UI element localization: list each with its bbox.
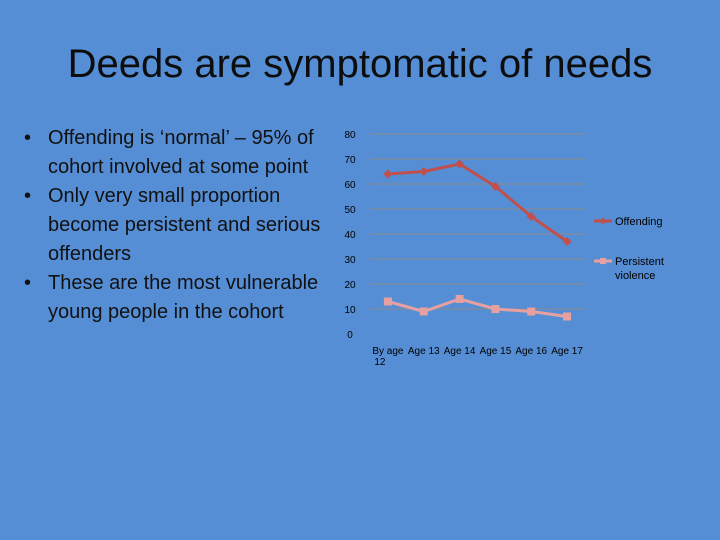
data-point bbox=[526, 212, 536, 221]
data-point bbox=[490, 182, 500, 191]
series-line bbox=[387, 297, 568, 318]
y-tick-label: 60 bbox=[344, 180, 356, 191]
data-point bbox=[419, 167, 429, 176]
y-tick-label: 80 bbox=[344, 130, 356, 141]
bullet-item: • Only very small proportion become persi… bbox=[22, 182, 322, 269]
data-point bbox=[491, 305, 500, 313]
x-tick-label: Age 13 bbox=[408, 346, 440, 357]
x-tick-label: Age 14 bbox=[444, 346, 476, 357]
x-tick-label: Age 16 bbox=[515, 346, 547, 357]
bullet-dot-icon: • bbox=[24, 127, 32, 149]
x-tick-label: By age 12 bbox=[372, 346, 404, 368]
y-tick-label: 20 bbox=[344, 280, 356, 291]
y-tick-label: 40 bbox=[344, 230, 356, 241]
bullet-item: • These are the most vulnerable young peo… bbox=[22, 269, 322, 327]
y-tick-label: 0 bbox=[347, 330, 353, 341]
slide-title: Deeds are symptomatic of needs bbox=[67, 42, 653, 86]
y-tick-label: 30 bbox=[344, 255, 356, 266]
y-tick-label: 10 bbox=[344, 305, 356, 316]
x-tick-label: Age 17 bbox=[551, 346, 583, 357]
data-point bbox=[562, 237, 572, 246]
x-tick-label: Age 15 bbox=[480, 346, 512, 357]
bullet-dot-icon: • bbox=[24, 272, 32, 294]
data-point bbox=[419, 307, 428, 316]
y-tick-label: 50 bbox=[344, 205, 356, 216]
bullet-text: Offending is ‘normal’ – 95% of cohort in… bbox=[48, 127, 314, 178]
legend-marker bbox=[599, 217, 607, 225]
data-point bbox=[383, 169, 393, 179]
data-point bbox=[455, 159, 465, 169]
bullet-item: • Offending is ‘normal’ – 95% of cohort i… bbox=[22, 124, 322, 182]
data-point bbox=[383, 297, 392, 306]
data-point bbox=[527, 307, 536, 316]
data-point bbox=[563, 312, 572, 321]
legend-label: Offending bbox=[615, 216, 663, 228]
y-tick-label: 70 bbox=[344, 155, 356, 166]
bullet-list: • Offending is ‘normal’ – 95% of cohort i… bbox=[22, 124, 322, 327]
series-line bbox=[387, 162, 568, 243]
legend-label: Persistent violence bbox=[615, 256, 664, 282]
bullet-text: Only very small proportion become persis… bbox=[48, 185, 321, 265]
bullet-text: These are the most vulnerable young peop… bbox=[48, 272, 319, 323]
legend-marker bbox=[600, 258, 606, 264]
data-point bbox=[455, 295, 464, 303]
bullet-dot-icon: • bbox=[24, 185, 32, 207]
